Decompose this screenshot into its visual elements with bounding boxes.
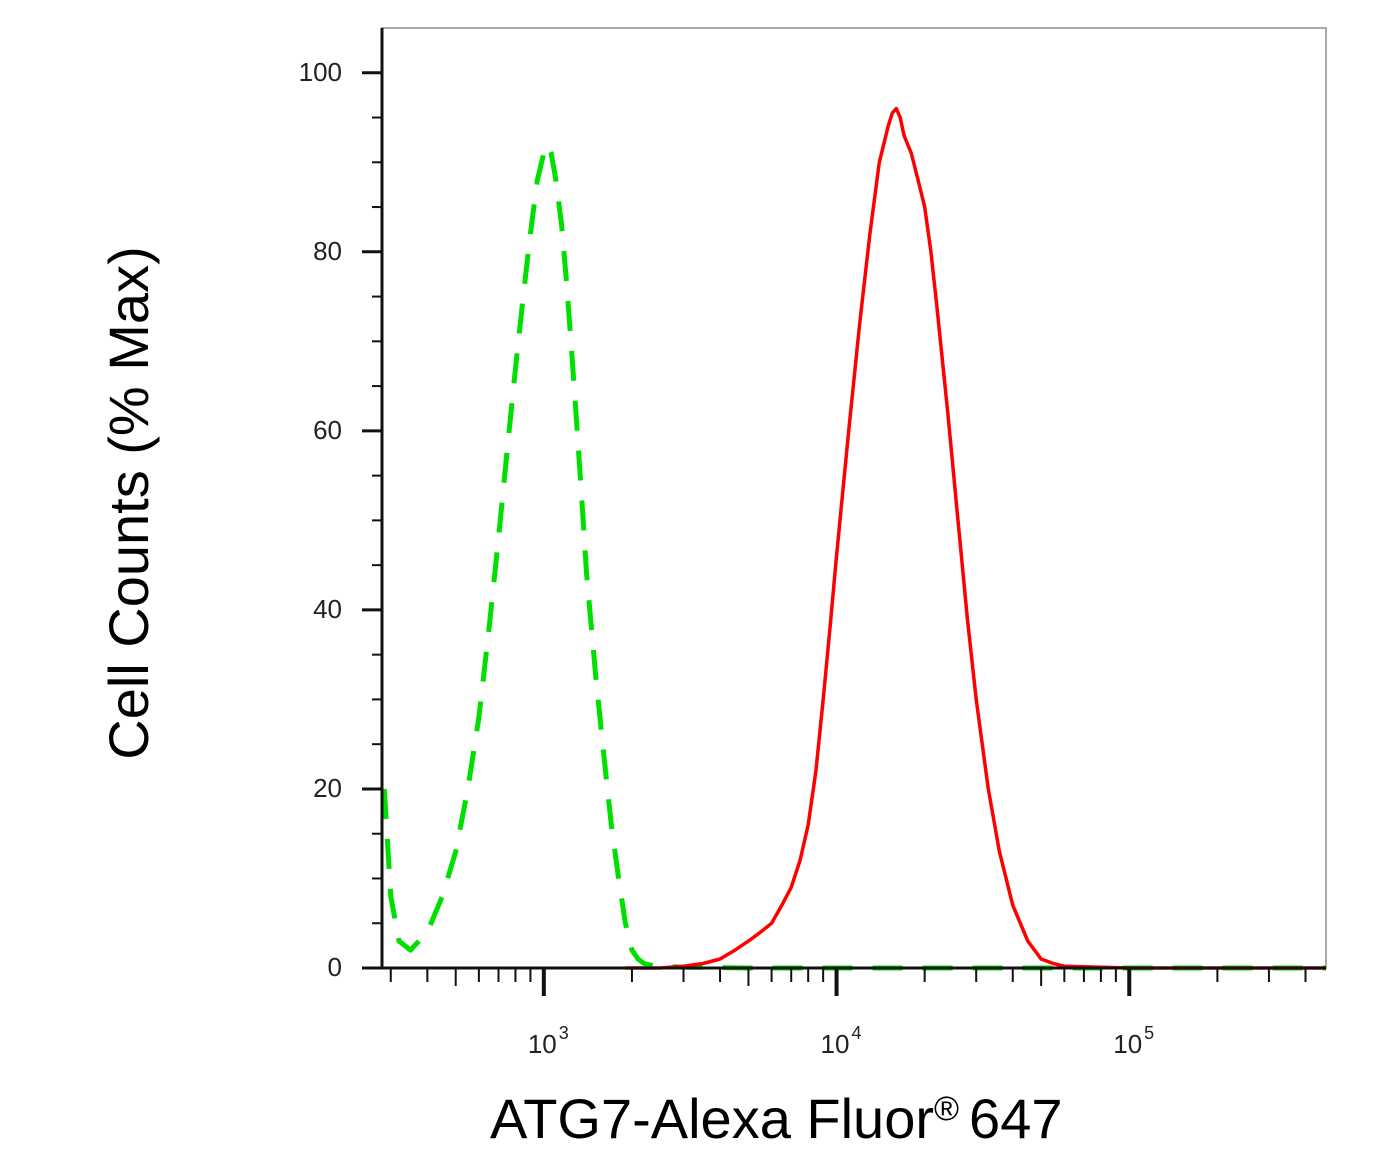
ticks-layer — [362, 71, 1307, 996]
x-axis-title: ATG7-Alexa Fluor® 647 — [490, 1087, 1062, 1150]
y-tick-label: 40 — [313, 594, 342, 624]
y-tick-label: 60 — [313, 415, 342, 445]
y-axis-title: Cell Counts (% Max) — [97, 246, 160, 759]
series-line-2 — [625, 106, 1326, 970]
x-tick-label: 10 5 — [1113, 1023, 1154, 1059]
labels-layer: 0 20 40 60 80 100 10 3 10 4 10 5 — [299, 57, 1155, 1059]
y-tick-label: 100 — [299, 57, 342, 87]
x-axis-title-suffix: 647 — [969, 1087, 1062, 1150]
series-line-1 — [381, 141, 1326, 971]
series-layer — [381, 106, 1326, 971]
x-axis-title-main: ATG7-Alexa Fluor — [490, 1087, 934, 1150]
x-tick-label: 10 4 — [821, 1023, 862, 1059]
y-tick-label: 80 — [313, 236, 342, 266]
x-tick-label: 10 3 — [528, 1023, 569, 1059]
plot-frame — [381, 27, 1327, 969]
y-tick-label: 20 — [313, 773, 342, 803]
x-axis-title-registered-mark: ® — [934, 1090, 959, 1128]
y-tick-label: 0 — [328, 952, 342, 982]
